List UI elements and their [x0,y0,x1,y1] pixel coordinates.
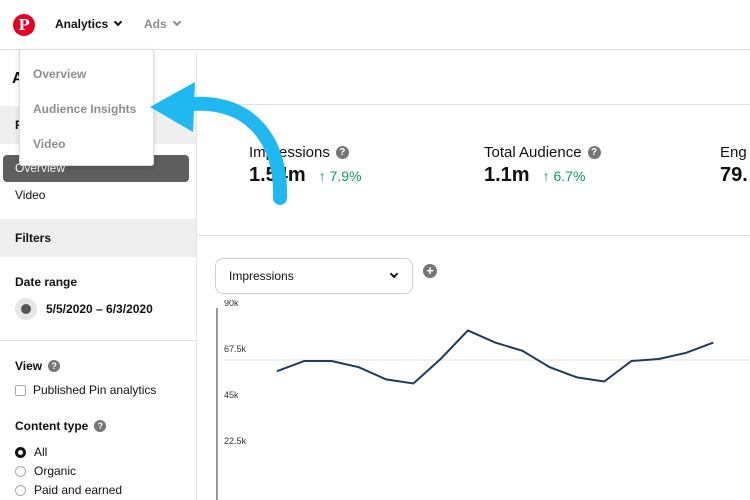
metric-change: ↑ 6.7% [543,168,586,184]
y-tick-label: 67.5k [224,344,247,354]
arrow-up-icon: ↑ [542,168,554,184]
metric-change: ↑ 7.9% [319,168,362,184]
page-title: A [12,70,24,87]
view-label-row: View ? [15,359,61,373]
metric-change-value: 6.7% [553,168,586,184]
content-type-option-organic[interactable]: Organic [15,464,76,478]
help-icon[interactable]: ? [587,146,601,159]
menu-item-overview[interactable]: Overview [33,67,87,81]
analytics-menu-label: Analytics [55,17,109,31]
ads-menu-label: Ads [144,17,167,31]
content-type-label-row: Content type ? [15,419,107,433]
impressions-series-line [276,329,714,385]
ads-menu-button[interactable]: Ads [144,17,181,31]
sidebar-item-video[interactable]: Video [15,188,46,202]
checkbox-icon[interactable] [15,384,26,396]
metrics-divider [197,235,750,236]
clock-icon [15,298,37,320]
content-type-label: Content type [15,419,89,433]
menu-item-video[interactable]: Video [33,137,66,151]
help-icon[interactable]: ? [94,420,107,432]
view-label: View [15,359,43,373]
published-pin-analytics-checkbox[interactable]: Published Pin analytics [15,383,156,397]
impressions-line-chart: 90k 67.5k 45k 22.5k [216,300,750,500]
help-icon[interactable]: ? [48,360,61,372]
radio-label: Paid and earned [34,483,123,497]
date-range-label: Date range [15,275,78,289]
main-header [197,51,750,105]
metric-value: 79. [720,164,748,186]
checkbox-label: Published Pin analytics [33,383,157,397]
metric-value: 1.1m [484,164,530,186]
radio-selected-icon[interactable] [15,446,26,458]
y-tick-label: 45k [224,390,239,400]
metric-label: Eng [720,144,747,161]
date-range-value: 5/5/2020 – 6/3/2020 [46,302,153,316]
arrow-up-icon: ↑ [318,168,330,184]
add-metric-plus-icon[interactable]: + [423,264,437,278]
analytics-menu-button[interactable]: Analytics [55,17,123,31]
radio-label: Organic [34,464,77,478]
filters-header: Filters [0,219,196,257]
content-type-option-all[interactable]: All [15,445,47,459]
content-type-option-paid[interactable]: Paid and earned [15,483,122,497]
metric-engagements: Eng 79. [720,144,748,187]
radio-label: All [34,445,48,459]
top-nav-bar: P Analytics Ads [0,0,750,50]
metric-label: Total Audience [484,144,582,161]
sidebar-divider [0,340,196,341]
metric-change-value: 7.9% [329,168,362,184]
metric-select-value: Impressions [229,269,294,283]
radio-icon[interactable] [15,484,26,496]
metric-select-dropdown[interactable]: Impressions [215,258,413,294]
date-range-picker[interactable]: 5/5/2020 – 6/3/2020 [15,298,153,320]
y-tick-label: 90k [224,300,239,308]
metric-total-audience: Total Audience? 1.1m ↑ 6.7% [484,144,601,187]
pinterest-logo-icon[interactable]: P [13,14,35,36]
analytics-dropdown-menu: Overview Audience Insights Video [19,49,154,166]
y-tick-label: 22.5k [224,436,247,446]
radio-icon[interactable] [15,465,26,477]
menu-item-audience-insights[interactable]: Audience Insights [33,102,137,116]
help-icon[interactable]: ? [335,146,349,159]
